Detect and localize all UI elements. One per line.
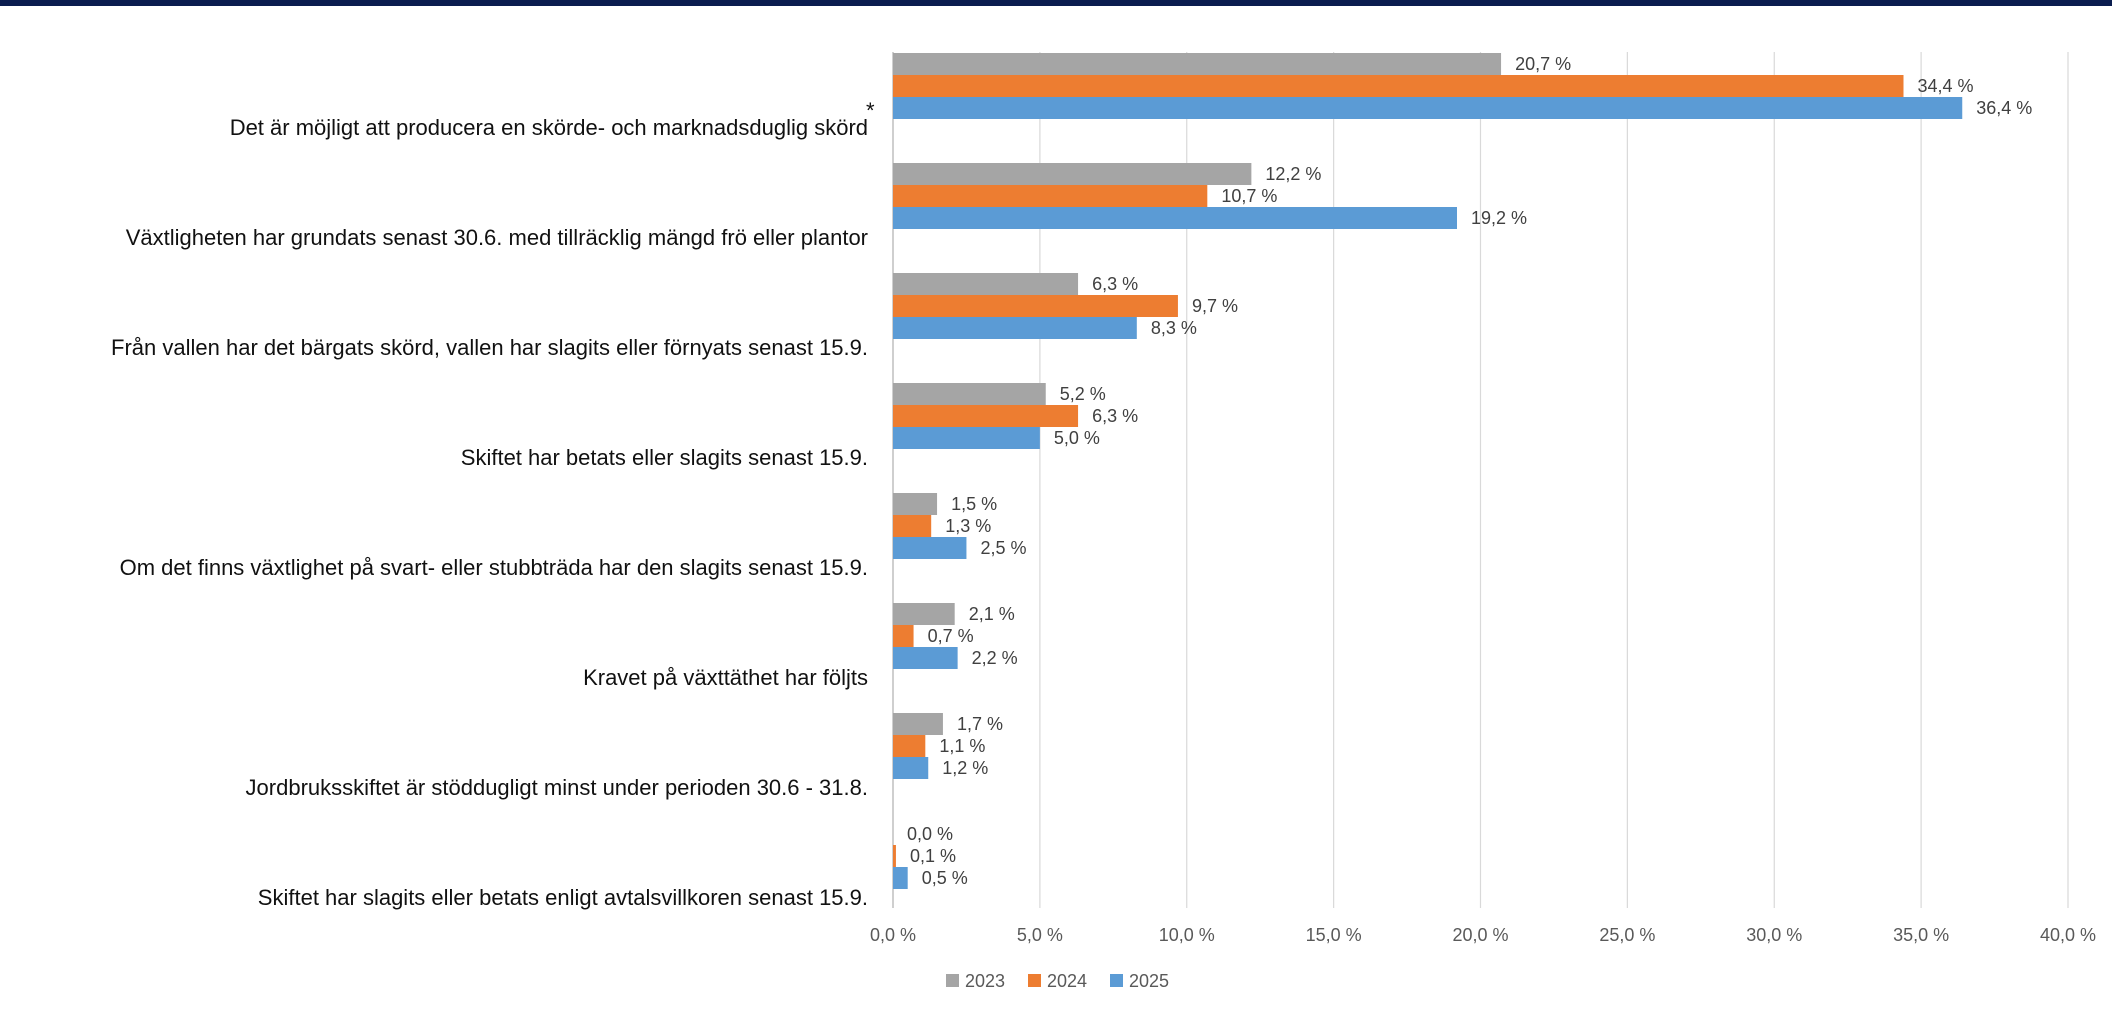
category-label: Skiftet har betats eller slagits senast … — [461, 445, 868, 470]
data-label: 36,4 % — [1976, 98, 2032, 118]
bar-2024 — [893, 405, 1079, 427]
bar-2024 — [893, 75, 1904, 97]
data-label: 2,2 % — [972, 648, 1018, 668]
legend-swatch-2023 — [946, 974, 959, 987]
data-label: 2,1 % — [969, 604, 1015, 624]
x-tick-label: 15,0 % — [1306, 925, 1362, 945]
bar-2023 — [893, 713, 943, 735]
bar-2023 — [893, 53, 1502, 75]
bar-2025 — [893, 97, 1963, 119]
bar-2024 — [893, 515, 932, 537]
bar-2023 — [893, 273, 1079, 295]
bars: 20,7 % 34,4 %36,4 % 12,2 %10,7 % 19,2 % 6,3 … — [893, 53, 2032, 889]
data-label: 5,0 % — [1054, 428, 1100, 448]
category-label: Kravet på växttäthet har följts — [583, 665, 868, 690]
category-label: Om det finns växtlighet på svart- eller … — [120, 555, 868, 580]
x-tick-label: 35,0 % — [1893, 925, 1949, 945]
data-label: 10,7 % — [1221, 186, 1277, 206]
x-tick-label: 20,0 % — [1452, 925, 1508, 945]
data-label: 6,3 % — [1092, 274, 1138, 294]
bar-2024 — [893, 845, 896, 867]
data-label: 0,1 % — [910, 846, 956, 866]
bar-2023 — [893, 383, 1046, 405]
x-tick-label: 25,0 % — [1599, 925, 1655, 945]
data-label: 2,5 % — [980, 538, 1026, 558]
x-tick-label: 0,0 % — [870, 925, 916, 945]
data-label: 1,3 % — [945, 516, 991, 536]
bar-2024 — [893, 185, 1208, 207]
bar-2025 — [893, 537, 967, 559]
legend-swatch-2024 — [1028, 974, 1041, 987]
data-label: 6,3 % — [1092, 406, 1138, 426]
data-label: 0,7 % — [928, 626, 974, 646]
data-label: 0,0 % — [907, 824, 953, 844]
x-tick-label: 30,0 % — [1746, 925, 1802, 945]
data-label: 8,3 % — [1151, 318, 1197, 338]
bar-2025 — [893, 867, 908, 889]
category-labels: Det är möjligt att producera en skörde- … — [111, 98, 875, 910]
data-label: 34,4 % — [1918, 76, 1974, 96]
category-label: Jordbruksskiftet är stöddugligt minst un… — [246, 775, 868, 800]
category-label: Från vallen har det bärgats skörd, valle… — [111, 335, 868, 360]
bar-2024 — [893, 735, 926, 757]
data-label: 9,7 % — [1192, 296, 1238, 316]
data-label: 20,7 % — [1515, 54, 1571, 74]
legend: 2023 2024 2025 — [946, 971, 1169, 991]
bar-2023 — [893, 163, 1252, 185]
category-label: Växtligheten har grundats senast 30.6. m… — [126, 225, 868, 250]
header-band — [0, 0, 2112, 6]
annotation-asterisk: * — [866, 98, 875, 123]
bar-2025 — [893, 427, 1040, 449]
bar-2024 — [893, 625, 914, 647]
data-label: 19,2 % — [1471, 208, 1527, 228]
legend-label-2025: 2025 — [1129, 971, 1169, 991]
bar-2023 — [893, 493, 938, 515]
legend-swatch-2025 — [1110, 974, 1123, 987]
x-axis-ticks: 0,0 % 5,0 % 10,0 % 15,0 % 20,0 % 25,0 % 30,0 %… — [870, 925, 2096, 945]
data-label: 1,5 % — [951, 494, 997, 514]
data-label: 5,2 % — [1060, 384, 1106, 404]
bar-2024 — [893, 295, 1178, 317]
category-label: Det är möjligt att producera en skörde- … — [230, 115, 868, 140]
bar-2025 — [893, 207, 1457, 229]
x-tick-label: 10,0 % — [1159, 925, 1215, 945]
x-tick-label: 40,0 % — [2040, 925, 2096, 945]
bar-2025 — [893, 317, 1137, 339]
data-label: 0,5 % — [922, 868, 968, 888]
data-label: 1,7 % — [957, 714, 1003, 734]
bar-2025 — [893, 757, 929, 779]
x-tick-label: 5,0 % — [1017, 925, 1063, 945]
bar-2025 — [893, 647, 958, 669]
data-label: 12,2 % — [1265, 164, 1321, 184]
legend-label-2023: 2023 — [965, 971, 1005, 991]
legend-label-2024: 2024 — [1047, 971, 1087, 991]
data-label: 1,1 % — [939, 736, 985, 756]
category-label: Skiftet har slagits eller betats enligt … — [258, 885, 868, 910]
data-label: 1,2 % — [942, 758, 988, 778]
bar-2023 — [893, 603, 955, 625]
